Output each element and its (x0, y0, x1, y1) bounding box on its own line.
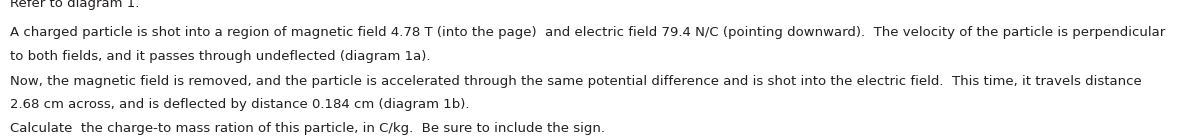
Text: to both fields, and it passes through undeflected (diagram 1a).: to both fields, and it passes through un… (10, 49, 430, 63)
Text: Calculate  the charge-to mass ration of this particle, in C/kg.  Be sure to incl: Calculate the charge-to mass ration of t… (10, 122, 605, 135)
Text: Now, the magnetic field is removed, and the particle is accelerated through the : Now, the magnetic field is removed, and … (10, 75, 1141, 88)
Text: Refer to diagram 1.: Refer to diagram 1. (10, 0, 139, 10)
Text: A charged particle is shot into a region of magnetic field 4.78 T (into the page: A charged particle is shot into a region… (10, 26, 1165, 39)
Text: 2.68 cm across, and is deflected by distance 0.184 cm (diagram 1b).: 2.68 cm across, and is deflected by dist… (10, 98, 469, 111)
